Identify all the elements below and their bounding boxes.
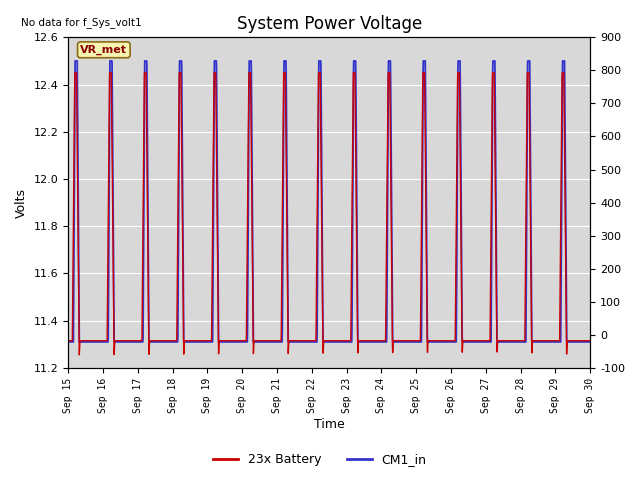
Title: System Power Voltage: System Power Voltage — [237, 15, 422, 33]
Text: VR_met: VR_met — [81, 45, 127, 55]
Legend: 23x Battery, CM1_in: 23x Battery, CM1_in — [208, 448, 432, 471]
Text: No data for f_Sys_volt1: No data for f_Sys_volt1 — [21, 17, 142, 28]
Y-axis label: Volts: Volts — [15, 188, 28, 217]
X-axis label: Time: Time — [314, 419, 344, 432]
